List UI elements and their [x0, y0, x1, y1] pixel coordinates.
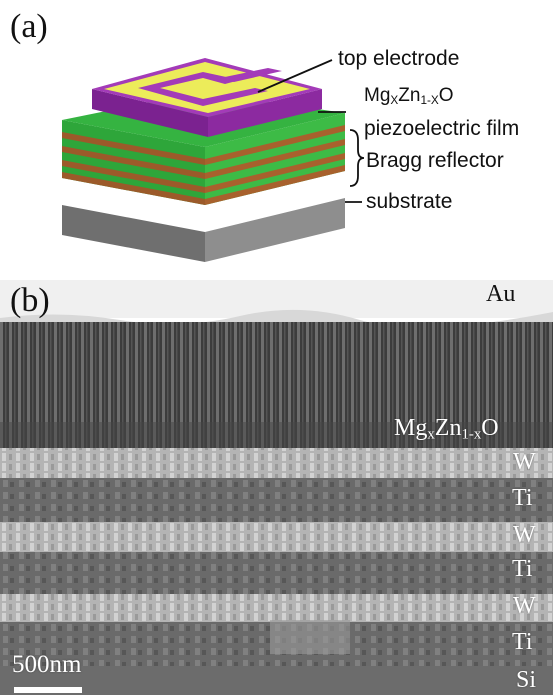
film-formula-x: X	[390, 93, 399, 107]
panel-b-label: (b)	[10, 282, 50, 319]
bragg-brace	[349, 129, 365, 187]
top-electrode-leader	[257, 59, 333, 93]
sem-label-au: Au	[486, 281, 516, 307]
sem-label-w-1: W	[513, 449, 536, 475]
sem-formula-x: x	[427, 426, 435, 443]
sem-w-layer-1	[0, 448, 553, 478]
sem-ti-layer-1	[0, 478, 553, 522]
panel-a-label: (a)	[10, 8, 48, 45]
sem-w-layer-2	[0, 522, 553, 552]
sem-formula-o: O	[481, 415, 499, 441]
scale-bar	[14, 687, 82, 693]
device-diagram	[62, 58, 365, 262]
sem-label-w-2: W	[513, 522, 536, 548]
sem-cross-section	[0, 262, 553, 695]
sem-ti-layer-2	[0, 552, 553, 594]
sem-label-w-3: W	[513, 593, 536, 619]
scale-bar-label: 500nm	[12, 651, 82, 678]
top-electrode-pattern	[104, 62, 310, 113]
film-formula-zn: Zn	[398, 85, 421, 106]
substrate-label: substrate	[366, 190, 453, 213]
sem-label-mgzno: MgxZn1-xO	[394, 415, 499, 443]
film-formula-mg: Mg	[364, 85, 391, 106]
sem-label-ti-2: Ti	[512, 556, 533, 582]
sem-formula-zn: Zn	[434, 415, 462, 441]
sem-label-ti-3: Ti	[512, 629, 533, 655]
substrate-block	[62, 198, 345, 262]
sem-label-ti-1: Ti	[512, 485, 533, 511]
film-formula-label: MgXZn1-XO	[364, 85, 454, 107]
top-electrode-label: top electrode	[338, 47, 460, 70]
sem-w-layer-3	[0, 594, 553, 622]
film-formula-o: O	[438, 85, 454, 106]
sem-formula-mg: Mg	[394, 415, 428, 441]
film-formula-1-x: 1-X	[420, 93, 439, 107]
sem-label-si: Si	[516, 667, 537, 693]
bragg-reflector-label: Bragg reflector	[366, 149, 504, 172]
piezoelectric-film-label: piezoelectric film	[364, 117, 520, 140]
sem-formula-1-x: 1-x	[461, 426, 482, 443]
sem-si-layer	[0, 666, 553, 695]
